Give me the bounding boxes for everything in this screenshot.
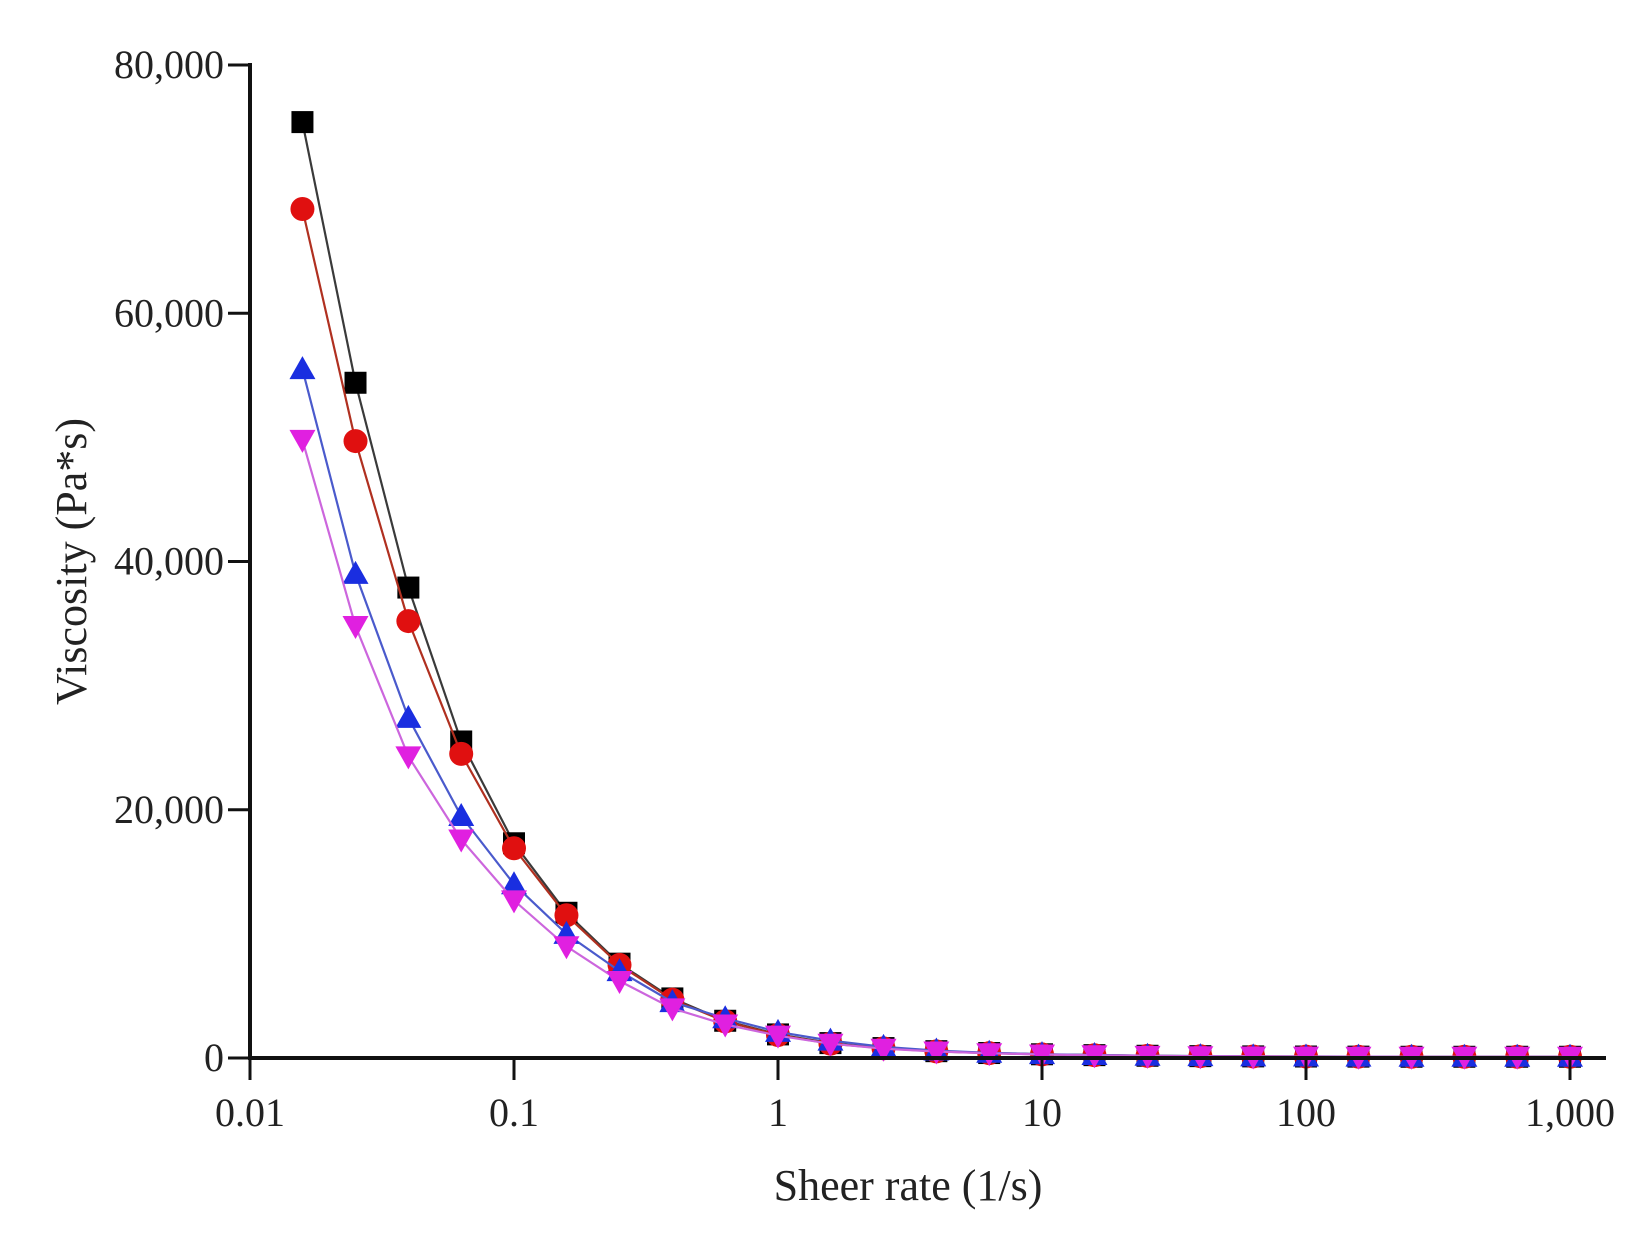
data-point: [553, 936, 580, 960]
ticks-layer: 0 20,000 40,000 60,000 80,000 0.01 0.1 1 10 100 1,…: [114, 42, 1615, 1135]
series-circle: [290, 196, 1582, 1069]
y-axis-title: Viscosity (Pa*s): [47, 418, 96, 705]
data-point: [289, 429, 316, 453]
data-point: [395, 704, 422, 728]
series-line: [301, 208, 1570, 1058]
data-point: [870, 1038, 897, 1062]
series-layer: [289, 111, 1583, 1070]
data-point: [449, 741, 474, 766]
data-point: [606, 971, 633, 995]
data-point: [501, 890, 527, 914]
data-point: [289, 356, 316, 380]
data-point: [448, 802, 475, 826]
data-point: [923, 1041, 950, 1065]
data-point: [342, 560, 369, 584]
y-tick-label: 0: [204, 1035, 224, 1080]
data-point: [554, 903, 579, 928]
series-triangle-down: [289, 429, 1583, 1070]
x-tick-label: 100: [1276, 1090, 1336, 1135]
data-point: [396, 609, 421, 634]
data-point: [976, 1043, 1003, 1067]
data-point: [291, 111, 314, 134]
data-point: [343, 429, 368, 454]
axes-layer: [248, 63, 1606, 1060]
data-point: [502, 836, 526, 861]
data-point: [395, 746, 422, 770]
data-point: [448, 829, 475, 853]
x-tick-label: 10: [1022, 1090, 1062, 1135]
series-triangle-up: [289, 356, 1583, 1067]
data-point: [817, 1033, 844, 1057]
y-tick-label: 60,000: [114, 290, 224, 335]
data-point: [342, 616, 369, 640]
x-tick-label: 1: [768, 1090, 788, 1135]
x-tick-label: 0.1: [489, 1090, 539, 1135]
data-point: [659, 998, 686, 1022]
data-point: [712, 1014, 739, 1038]
data-point: [290, 196, 315, 221]
series-square: [291, 111, 1581, 1068]
series-line: [301, 121, 1570, 1058]
series-line: [301, 368, 1570, 1058]
x-tick-label: 1,000: [1525, 1090, 1615, 1135]
data-point: [397, 576, 420, 599]
data-point: [344, 371, 367, 394]
y-tick-label: 80,000: [114, 42, 224, 87]
data-point: [501, 871, 527, 895]
data-point: [765, 1025, 791, 1049]
x-tick-label: 0.01: [215, 1090, 285, 1135]
series-line: [301, 439, 1570, 1058]
y-tick-label: 20,000: [114, 787, 224, 832]
y-tick-label: 40,000: [114, 539, 224, 584]
x-axis-title: Sheer rate (1/s): [774, 1161, 1043, 1210]
